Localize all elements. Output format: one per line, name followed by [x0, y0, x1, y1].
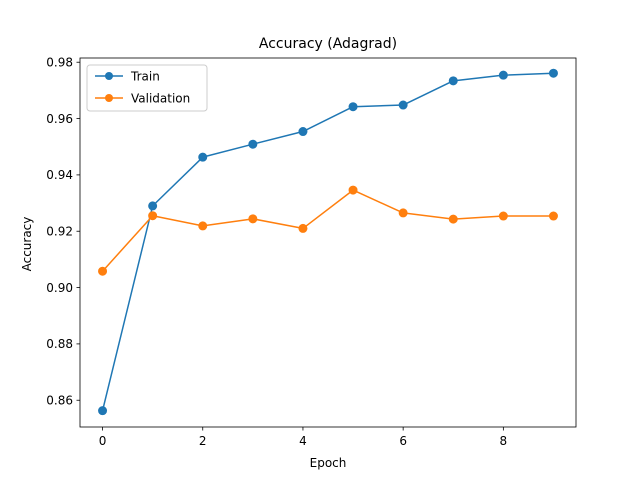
train-data-point — [348, 102, 358, 112]
train-data-point — [498, 70, 508, 80]
y-tick-label: 0.98 — [46, 56, 73, 70]
x-axis-label: Epoch — [310, 456, 347, 470]
legend-validation-marker — [105, 94, 113, 102]
legend-train-marker — [105, 72, 113, 80]
y-tick-label: 0.94 — [46, 168, 73, 182]
validation-data-point — [498, 211, 508, 221]
y-axis-label: Accuracy — [20, 217, 34, 272]
y-tick-label: 0.90 — [46, 281, 73, 295]
x-tick-label: 2 — [199, 434, 207, 448]
train-data-point — [298, 127, 308, 137]
chart-title: Accuracy (Adagrad) — [259, 36, 397, 52]
x-tick-label: 6 — [399, 434, 407, 448]
validation-data-point — [248, 214, 258, 224]
x-tick-label: 4 — [299, 434, 307, 448]
train-data-point — [398, 100, 408, 110]
y-tick-label: 0.92 — [46, 225, 73, 239]
legend-validation-label: Validation — [131, 91, 190, 105]
legend: Train Validation — [86, 64, 208, 112]
legend-train-label: Train — [130, 69, 160, 83]
validation-data-point — [298, 223, 308, 233]
train-data-point — [448, 76, 458, 86]
train-data-point — [548, 68, 558, 78]
x-tick-label: 8 — [500, 434, 508, 448]
validation-data-point — [148, 211, 158, 221]
train-data-point — [248, 139, 258, 149]
validation-series-line — [101, 189, 554, 272]
validation-data-point — [348, 185, 358, 195]
validation-data-point — [398, 208, 408, 218]
validation-data-point — [548, 211, 558, 221]
x-tick-label: 0 — [99, 434, 107, 448]
y-tick-label: 0.96 — [46, 112, 73, 126]
plot-frame — [79, 57, 577, 428]
validation-data-point — [198, 221, 208, 231]
train-data-point — [198, 152, 208, 162]
train-data-point — [98, 406, 108, 416]
train-data-point — [148, 201, 158, 211]
validation-data-point — [448, 214, 458, 224]
train-series-line — [101, 72, 554, 411]
y-tick-label: 0.88 — [46, 337, 73, 351]
validation-data-point — [98, 266, 108, 276]
plot-area: 0 2 4 6 8 0.86 0.88 0.90 0.92 0.94 0.96 0.98 Train Va… — [46, 56, 577, 448]
y-tick-label: 0.86 — [46, 394, 73, 408]
